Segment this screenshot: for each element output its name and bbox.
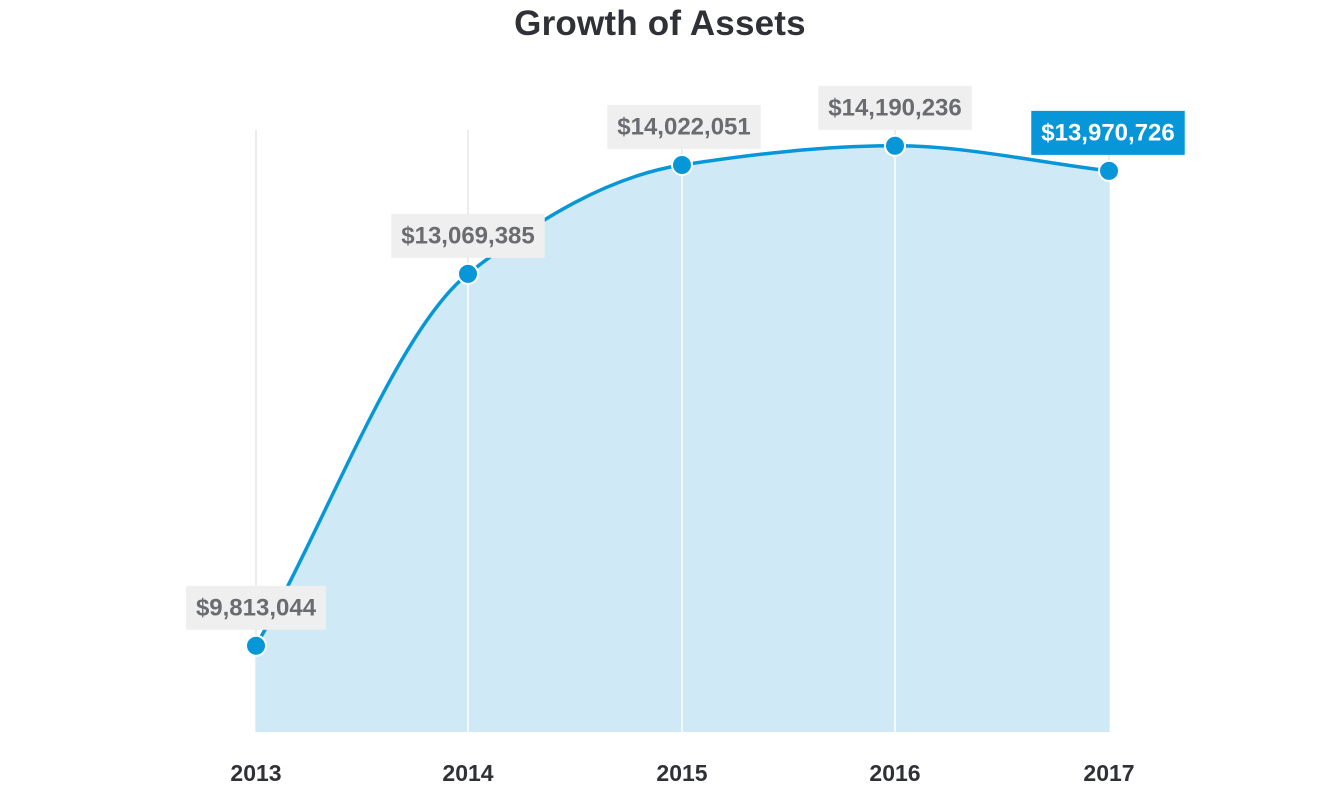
x-tick-label-2015: 2015 (656, 760, 707, 786)
x-tick-label-2016: 2016 (869, 760, 920, 786)
data-label-2013: $9,813,044 (185, 585, 327, 630)
data-label-background-2013 (185, 585, 327, 630)
data-point-2015[interactable] (671, 154, 693, 177)
label-layer: $9,813,044 $13,069,385 $14,022,051 $14,190,… (185, 85, 1185, 630)
point-layer (245, 134, 1120, 657)
x-tick-label-2017: 2017 (1083, 760, 1134, 786)
x-tick-label-2013: 2013 (230, 760, 281, 786)
inner-grid-layer (467, 145, 896, 732)
data-label-background-2014 (391, 213, 545, 258)
data-point-2016[interactable] (884, 134, 906, 157)
data-point-2017[interactable] (1098, 159, 1120, 182)
data-label-2014: $13,069,385 (391, 213, 545, 258)
data-label-background-2015 (607, 105, 761, 150)
data-label-2016: $14,190,236 (818, 85, 972, 130)
data-label-background-2017 (1031, 110, 1185, 155)
data-label-text-2017: $13,970,726 (1041, 119, 1174, 146)
data-point-2014[interactable] (457, 262, 479, 285)
data-label-2015: $14,022,051 (607, 105, 761, 150)
data-label-2017: $13,970,726 (1031, 110, 1185, 155)
series-line (254, 144, 1110, 647)
tick-layer: 2013 2014 2015 2016 2017 (230, 760, 1134, 786)
data-label-background-2016 (818, 85, 972, 130)
chart-title: Growth of Assets (514, 4, 806, 43)
data-label-text-2014: $13,069,385 (401, 222, 534, 249)
data-label-text-2015: $14,022,051 (617, 114, 750, 141)
x-tick-label-2014: 2014 (442, 760, 493, 786)
data-label-text-2016: $14,190,236 (828, 94, 961, 121)
data-label-text-2013: $9,813,044 (196, 594, 317, 621)
line-layer (254, 144, 1110, 647)
data-point-2013[interactable] (245, 634, 267, 657)
